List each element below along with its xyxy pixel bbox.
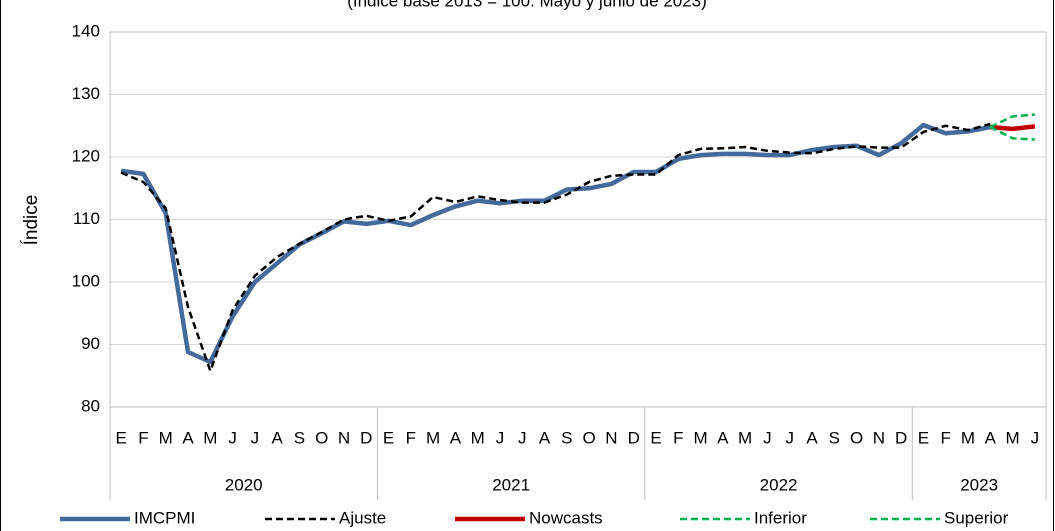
x-tick-label: A bbox=[806, 428, 818, 447]
x-tick-label: O bbox=[583, 428, 596, 447]
y-tick-label: 130 bbox=[72, 84, 100, 103]
x-tick-label: F bbox=[138, 428, 148, 447]
x-tick-label: M bbox=[159, 428, 173, 447]
x-group-label: 2022 bbox=[760, 475, 798, 494]
y-tick-label: 90 bbox=[81, 334, 100, 353]
x-tick-label: F bbox=[406, 428, 416, 447]
series-line bbox=[989, 113, 1036, 129]
legend-label: Superior bbox=[944, 508, 1009, 527]
x-tick-label: M bbox=[203, 428, 217, 447]
y-tick-label: 120 bbox=[72, 146, 100, 165]
y-tick-label: 100 bbox=[72, 271, 100, 290]
x-tick-label: M bbox=[961, 428, 975, 447]
x-group-label: 2020 bbox=[225, 475, 263, 494]
y-tick-label: 140 bbox=[72, 21, 100, 40]
x-tick-label: M bbox=[426, 428, 440, 447]
x-tick-label: J bbox=[251, 428, 260, 447]
x-tick-label: J bbox=[763, 428, 772, 447]
x-tick-label: J bbox=[1031, 428, 1040, 447]
x-tick-label: D bbox=[895, 428, 907, 447]
y-axis-label: Índice bbox=[21, 195, 42, 246]
x-tick-label: N bbox=[873, 428, 885, 447]
legend-label: Inferior bbox=[754, 508, 807, 527]
x-tick-label: O bbox=[850, 428, 863, 447]
x-tick-label: A bbox=[985, 428, 997, 447]
x-tick-label: E bbox=[918, 428, 929, 447]
x-tick-label: A bbox=[717, 428, 729, 447]
x-tick-label: M bbox=[693, 428, 707, 447]
legend-label: Nowcasts bbox=[529, 508, 603, 527]
x-tick-label: D bbox=[360, 428, 372, 447]
x-tick-label: N bbox=[605, 428, 617, 447]
x-tick-label: A bbox=[450, 428, 462, 447]
x-tick-label: A bbox=[539, 428, 551, 447]
series-line bbox=[990, 124, 1036, 132]
x-tick-label: S bbox=[561, 428, 572, 447]
series-line bbox=[989, 125, 1035, 141]
x-tick-label: M bbox=[1005, 428, 1019, 447]
legend-label: IMCPMI bbox=[134, 508, 195, 527]
x-tick-label: E bbox=[115, 428, 126, 447]
x-tick-label: N bbox=[338, 428, 350, 447]
x-tick-label: S bbox=[829, 428, 840, 447]
x-tick-label: E bbox=[383, 428, 394, 447]
chart-subtitle: (Índice base 2013 = 100. Mayo y junio de… bbox=[347, 0, 707, 10]
x-tick-label: J bbox=[785, 428, 794, 447]
x-tick-label: M bbox=[471, 428, 485, 447]
x-tick-label: A bbox=[182, 428, 194, 447]
x-tick-label: A bbox=[271, 428, 283, 447]
x-tick-label: D bbox=[628, 428, 640, 447]
x-group-label: 2021 bbox=[492, 475, 530, 494]
series-line bbox=[120, 122, 991, 373]
x-group-label: 2023 bbox=[960, 475, 998, 494]
x-tick-label: J bbox=[228, 428, 237, 447]
x-tick-label: M bbox=[738, 428, 752, 447]
y-tick-label: 110 bbox=[73, 209, 100, 228]
x-tick-label: F bbox=[673, 428, 683, 447]
x-tick-label: O bbox=[315, 428, 328, 447]
x-tick-label: J bbox=[518, 428, 527, 447]
x-tick-label: J bbox=[496, 428, 505, 447]
plot-frame bbox=[109, 31, 1047, 408]
legend-label: Ajuste bbox=[339, 508, 386, 527]
x-tick-label: F bbox=[941, 428, 951, 447]
x-tick-label: S bbox=[294, 428, 305, 447]
x-tick-label: E bbox=[650, 428, 661, 447]
series-line bbox=[120, 122, 991, 365]
y-tick-label: 80 bbox=[81, 396, 100, 415]
